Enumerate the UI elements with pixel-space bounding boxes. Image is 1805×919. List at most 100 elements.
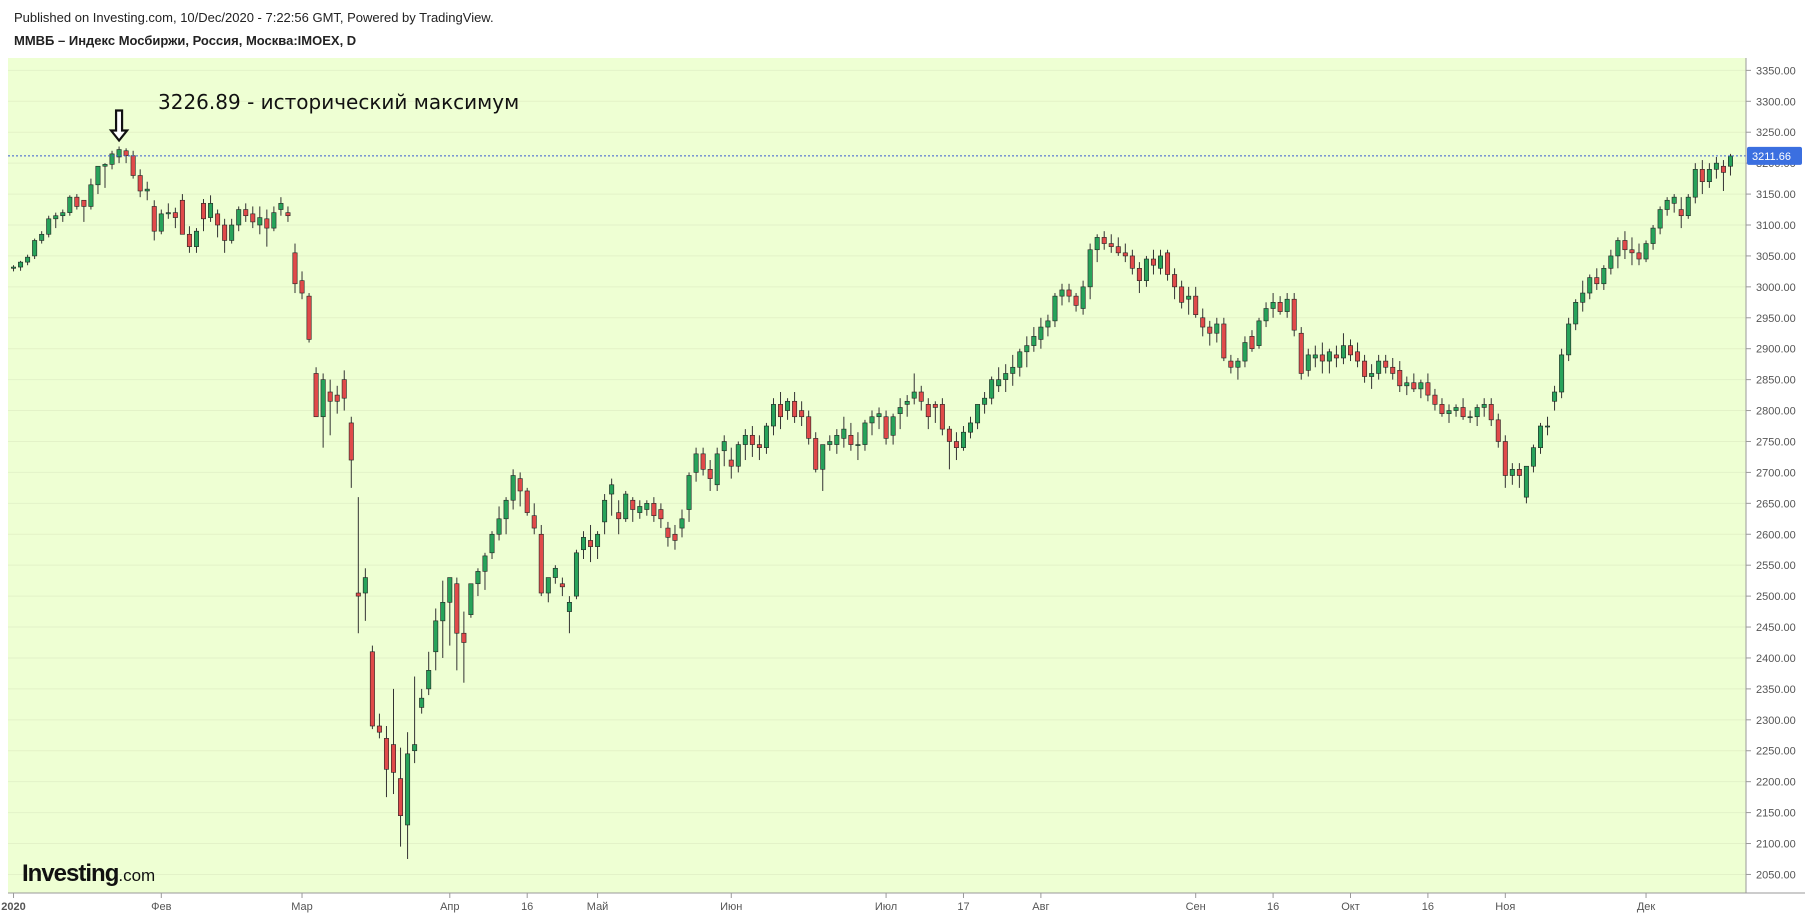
candle-body [95, 165, 101, 186]
candle-body [1657, 209, 1663, 229]
candle-body [637, 506, 643, 513]
candle-body [278, 203, 284, 210]
candle-body [151, 206, 157, 232]
candle-body [1629, 249, 1635, 254]
candle-body [1559, 354, 1565, 393]
candle-body [320, 379, 326, 418]
y-tick-label: 2050.00 [1756, 869, 1796, 881]
x-tick-label: Май [587, 901, 609, 913]
x-tick-label: 17 [957, 901, 969, 913]
candle-body [1538, 425, 1543, 448]
candle-body [623, 493, 629, 520]
candle-body [982, 397, 988, 405]
last-price-label: 3211.66 [1747, 146, 1802, 165]
candle-body [1425, 382, 1431, 396]
candle-body [391, 744, 396, 773]
candle-body [1298, 332, 1304, 374]
candle-body [1031, 336, 1037, 346]
candle-body [1108, 243, 1114, 247]
candle-body [11, 266, 16, 269]
candle-body [341, 379, 347, 399]
candle-body [869, 416, 875, 424]
candle-body [1488, 404, 1494, 421]
publish-info: Published on Investing.com, 10/Dec/2020 … [14, 10, 494, 25]
candle-body [1200, 317, 1206, 328]
x-tick-label: Дек [1637, 901, 1656, 913]
candle-body [123, 150, 129, 157]
candle-body [419, 697, 425, 708]
y-tick-label: 2300.00 [1756, 715, 1796, 727]
candle-body [1186, 295, 1192, 300]
candle-body [1024, 345, 1030, 353]
arrow-shape [108, 109, 130, 143]
candle-body [890, 416, 896, 436]
candle-body [714, 453, 720, 486]
candle-body [1594, 277, 1600, 285]
candle-body [911, 391, 917, 399]
candle-body [53, 215, 59, 220]
candle-body [229, 224, 235, 241]
candle-body [700, 453, 706, 470]
candle-body [313, 373, 319, 418]
y-tick-label: 3000.00 [1756, 282, 1796, 294]
candle-body [1270, 302, 1276, 309]
chart-plot-area[interactable] [8, 58, 1746, 893]
candle-body [960, 431, 966, 448]
candle-body [1228, 360, 1234, 368]
candle-body [1601, 267, 1607, 285]
candle-body [1340, 345, 1346, 359]
candle-body [538, 533, 544, 594]
x-tick-label: Ноя [1495, 901, 1515, 913]
y-tick-label: 2100.00 [1756, 839, 1796, 851]
y-tick-label: 2500.00 [1756, 591, 1796, 603]
candle-body [461, 632, 467, 643]
candle-body [595, 533, 601, 547]
candle-body [496, 518, 502, 535]
candle-body [137, 175, 143, 192]
candle-body [1397, 370, 1403, 387]
candle-body [236, 209, 242, 226]
ath-annotation: 3226.89 - исторический максимум [108, 90, 519, 143]
candle-body [1333, 354, 1339, 359]
candle-body [334, 394, 340, 402]
candle-body [792, 400, 798, 418]
candle-body [1277, 302, 1283, 312]
candle-body [18, 261, 24, 268]
candle-body [179, 199, 185, 235]
candle-body [925, 404, 931, 418]
candle-body [1460, 407, 1466, 418]
candle-body [735, 444, 741, 467]
candle-body [130, 155, 136, 176]
candle-body [1122, 252, 1128, 257]
candle-body [996, 379, 1002, 387]
y-tick-label: 2900.00 [1756, 344, 1796, 356]
candle-body [1249, 336, 1255, 350]
candle-body [1390, 366, 1396, 374]
candle-body [771, 404, 776, 427]
candle-body [1481, 404, 1487, 408]
x-tick-label: Мар [291, 901, 313, 913]
candle-body [503, 499, 509, 520]
candle-body [355, 592, 361, 597]
candle-body [475, 571, 481, 585]
candle-body [193, 230, 199, 247]
candle-body [693, 453, 699, 473]
candle-body [1552, 391, 1558, 402]
candle-body [989, 379, 995, 399]
y-tick-label: 2400.00 [1756, 653, 1796, 665]
y-tick-label: 2200.00 [1756, 777, 1796, 789]
candle-body [109, 153, 115, 165]
candle-body [721, 441, 727, 452]
candle-body [1136, 267, 1142, 281]
y-tick-label: 3050.00 [1756, 251, 1796, 263]
down-arrow-icon [108, 109, 130, 143]
candle-body [1545, 425, 1551, 428]
candle-body [447, 577, 453, 603]
candle-body [749, 434, 755, 445]
candle-body [1073, 295, 1079, 306]
candle-body [904, 400, 910, 405]
candle-body [81, 199, 87, 207]
candle-body [243, 209, 249, 217]
candle-body [1453, 407, 1459, 411]
